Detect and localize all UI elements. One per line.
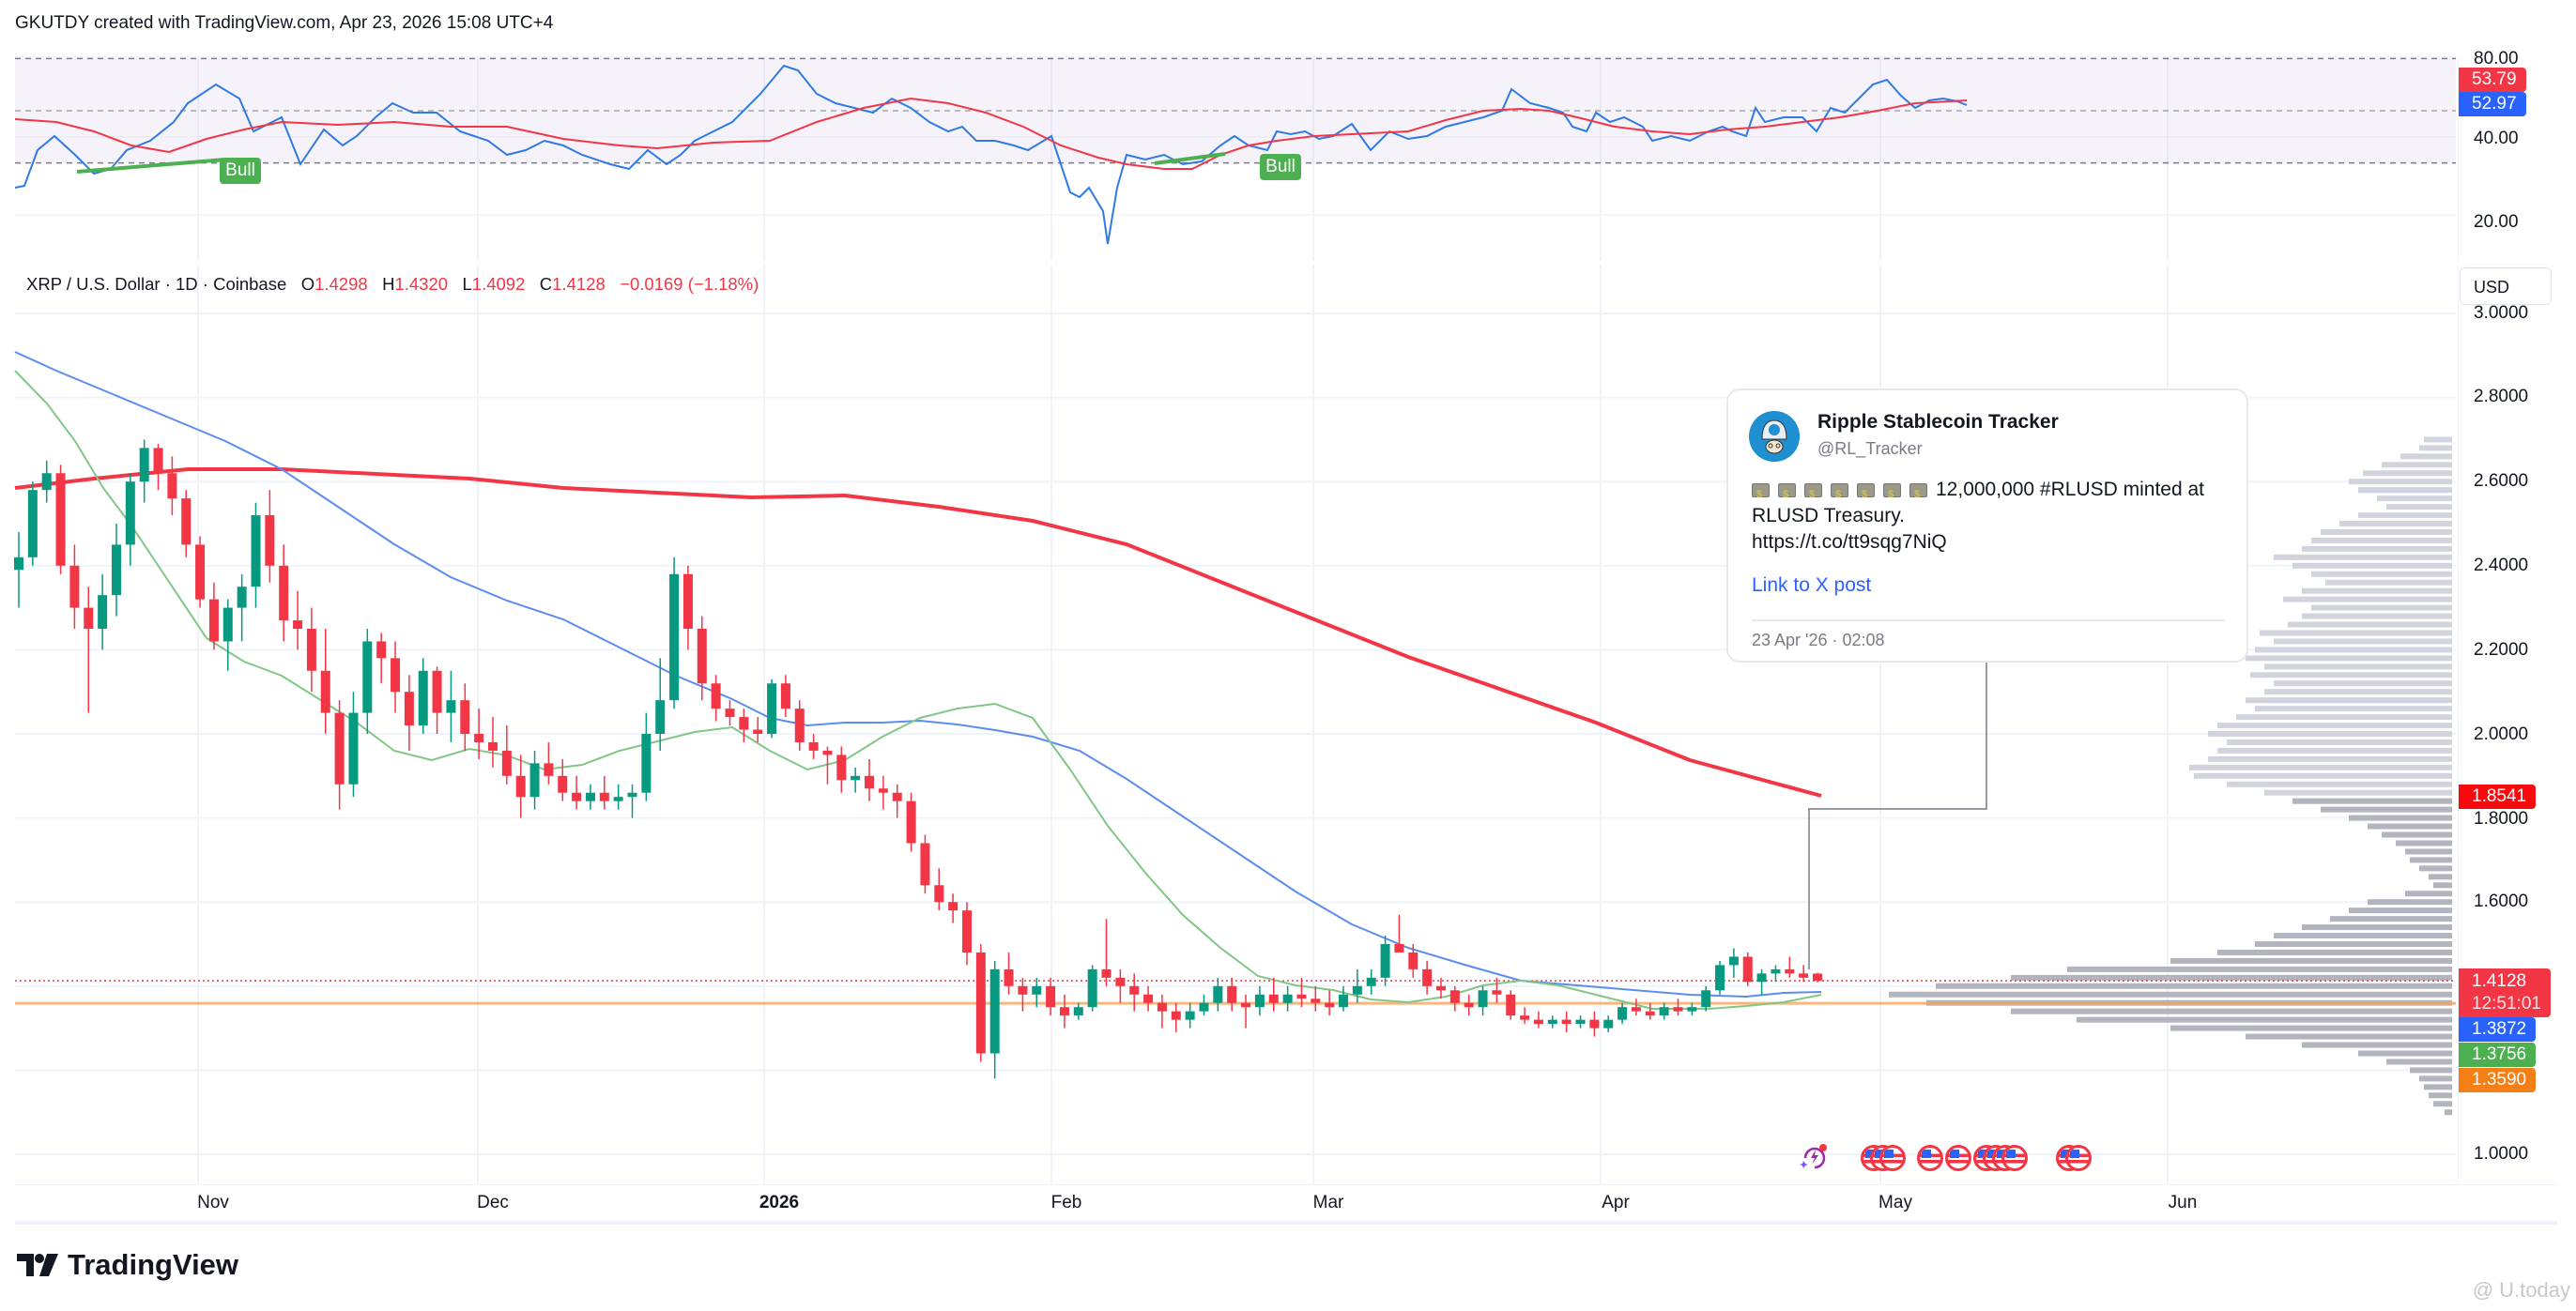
rsi-tick: 20.00 (2474, 212, 2519, 232)
rsi-ma-badge: 53.79 (2459, 68, 2526, 92)
last-price-badge: 1.4128 12:51:01 (2459, 968, 2551, 1017)
time-label: Jun (2168, 1193, 2198, 1212)
level-badge: 1.3590 (2459, 1068, 2537, 1092)
link-to-x-post[interactable]: Link to X post (1752, 574, 1872, 596)
rsi-price-axis[interactable]: 80.00 53.79 52.97 40.00 20.00 (2458, 49, 2558, 261)
time-axis[interactable]: Nov Dec 2026 Feb Mar Apr May Jun (15, 1184, 2557, 1225)
us-flag-event-icon[interactable] (2065, 1145, 2092, 1171)
bull-divergence-label: Bull (1260, 154, 1301, 180)
tweet-body: 12,000,000 #RLUSD minted at RLUSD Treasu… (1752, 477, 2231, 556)
money-bag-icon (1909, 481, 1927, 508)
price-axis[interactable]: 3.0000 2.8000 2.6000 2.4000 2.2000 2.000… (2458, 265, 2558, 1220)
lightning-event-icon[interactable] (1800, 1143, 1828, 1171)
price-tick: 2.4000 (2474, 556, 2529, 575)
currency-selector[interactable]: USD (2460, 267, 2552, 305)
high-value: 1.4320 (394, 274, 449, 294)
price-tick: 1.6000 (2474, 892, 2529, 911)
price-tick: 2.6000 (2474, 471, 2529, 491)
rsi-value-badge: 52.97 (2459, 92, 2526, 116)
chart-credit: GKUTDY created with TradingView.com, Apr… (15, 13, 554, 33)
us-flag-event-icon[interactable] (1945, 1145, 1971, 1171)
symbol-name[interactable]: XRP / U.S. Dollar · 1D · Coinbase (26, 274, 287, 294)
watermark: @ U.today (2472, 1278, 2570, 1302)
tweet-card[interactable]: Ripple Stablecoin Tracker @RL_Tracker 12… (1726, 389, 2248, 663)
time-label: May (1878, 1193, 1912, 1212)
bull-divergence-label: Bull (220, 158, 261, 184)
us-flag-event-icon[interactable] (2001, 1145, 2028, 1171)
tweet-author-name: Ripple Stablecoin Tracker (1817, 411, 2059, 433)
low-value: 1.4092 (471, 274, 526, 294)
money-bag-icon (1778, 481, 1796, 508)
ma200-badge: 1.8541 (2459, 785, 2537, 809)
money-bag-icon (1831, 481, 1848, 508)
time-label: Mar (1312, 1193, 1344, 1212)
time-label: Apr (1602, 1193, 1630, 1212)
time-label: 2026 (759, 1193, 800, 1212)
time-label: Feb (1050, 1193, 1082, 1212)
tweet-author-handle: @RL_Tracker (1817, 439, 1923, 458)
open-value: 1.4298 (314, 274, 368, 294)
bar-countdown: 12:51:01 (2472, 994, 2541, 1014)
rsi-tick: 40.00 (2474, 129, 2519, 148)
symbol-legend: XRP / U.S. Dollar · 1D · Coinbase O1.429… (26, 274, 759, 294)
tweet-date: 23 Apr '26 · 02:08 (1752, 631, 1885, 649)
tradingview-logo[interactable]: TradingView (17, 1248, 238, 1282)
close-value: 1.4128 (552, 274, 606, 294)
divider (1752, 619, 2225, 621)
price-tick: 1.8000 (2474, 809, 2529, 829)
money-bag-icon (1804, 481, 1822, 508)
ripple-mascot-icon (1749, 411, 1800, 462)
change-value: −0.0169 (−1.18%) (620, 274, 759, 294)
price-tick: 3.0000 (2474, 303, 2529, 323)
time-label: Nov (197, 1193, 229, 1212)
rsi-tick: 80.00 (2474, 49, 2519, 69)
rsi-pane[interactable] (15, 56, 2456, 262)
money-bag-icon (1752, 481, 1770, 508)
us-flag-event-icon[interactable] (1879, 1145, 1906, 1171)
money-icons (1752, 479, 1936, 508)
price-tick: 1.0000 (2474, 1144, 2529, 1164)
logo-text: TradingView (68, 1248, 239, 1281)
money-bag-icon (1857, 481, 1875, 508)
price-tick: 2.8000 (2474, 387, 2529, 406)
tweet-url[interactable]: https://t.co/tt9sqg7NiQ (1752, 531, 1947, 553)
ma50-badge: 1.3872 (2459, 1017, 2537, 1042)
ma20-badge: 1.3756 (2459, 1043, 2537, 1067)
price-tick: 2.0000 (2474, 724, 2529, 744)
time-label: Dec (477, 1193, 509, 1212)
avatar (1749, 411, 1800, 462)
last-price: 1.4128 (2472, 971, 2527, 991)
tradingview-logo-icon (17, 1254, 58, 1276)
tweet-text: 12,000,000 #RLUSD minted at RLUSD Treasu… (1752, 479, 2205, 526)
us-flag-event-icon[interactable] (1917, 1145, 1943, 1171)
price-tick: 2.2000 (2474, 640, 2529, 660)
money-bag-icon (1883, 481, 1901, 508)
